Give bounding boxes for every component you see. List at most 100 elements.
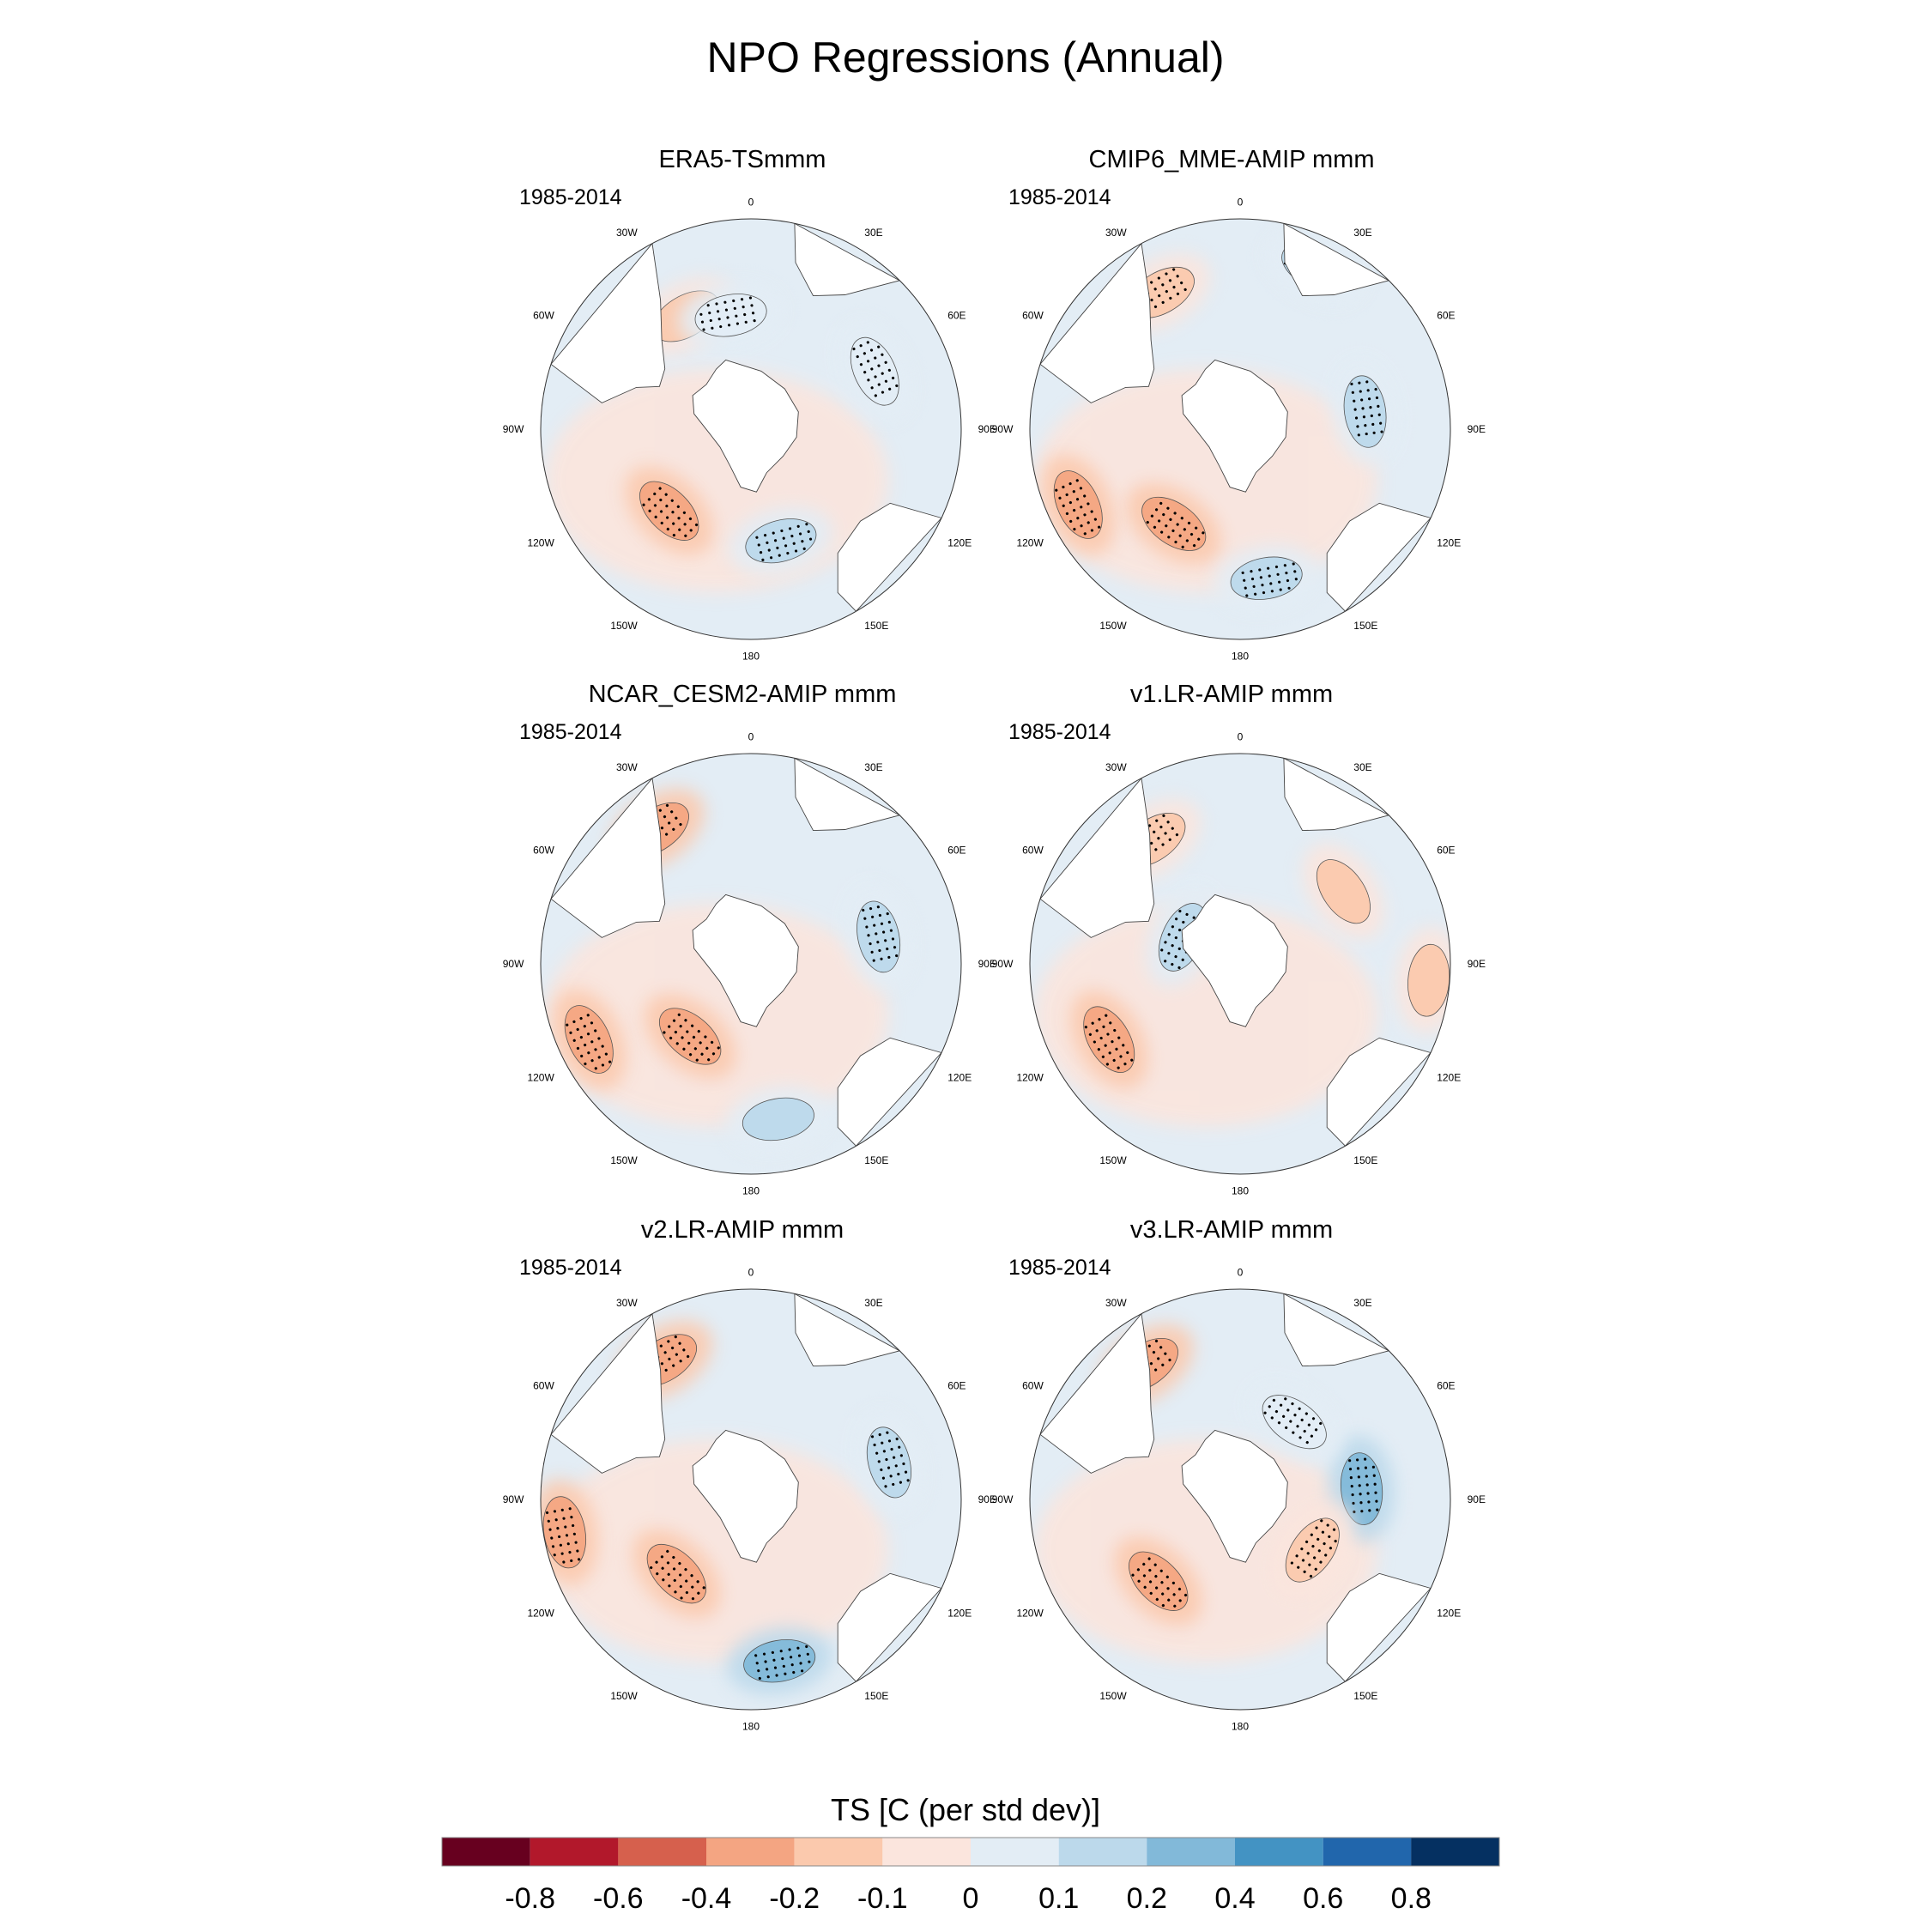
stipple-dot bbox=[732, 299, 735, 303]
longitude-label: 90E bbox=[1468, 423, 1486, 435]
stipple-dot bbox=[1314, 1428, 1318, 1432]
stipple-dot bbox=[790, 1656, 793, 1659]
stipple-dot bbox=[863, 352, 866, 355]
map-boundary bbox=[1029, 1288, 1451, 1711]
longitude-label: 30E bbox=[1353, 227, 1371, 239]
stipple-dot bbox=[579, 1017, 583, 1021]
stipple-dot bbox=[869, 348, 874, 352]
stipple-dot bbox=[587, 1051, 590, 1055]
stipple-dot bbox=[1365, 380, 1369, 384]
stipple-dot bbox=[687, 1354, 690, 1359]
stipple-dot bbox=[751, 312, 755, 315]
stipple-dot bbox=[675, 816, 678, 820]
stipple-dot bbox=[1161, 283, 1165, 287]
contour-line bbox=[659, 1008, 722, 1065]
stipple-dot bbox=[672, 827, 675, 831]
stipple-dot bbox=[1122, 1044, 1125, 1047]
stipple-dot bbox=[601, 1045, 604, 1048]
stipple-dot bbox=[1115, 1047, 1118, 1051]
stipple-dot bbox=[1090, 529, 1094, 532]
stipple-dot bbox=[1183, 288, 1187, 291]
contour-line bbox=[1340, 1452, 1383, 1525]
stipple-dot bbox=[870, 1435, 875, 1438]
stipple-dot bbox=[1155, 819, 1159, 822]
stipple-dot bbox=[1267, 566, 1270, 570]
stipple-dot bbox=[1142, 1574, 1147, 1578]
stipple-dot bbox=[1328, 1535, 1331, 1538]
stipple-dot bbox=[1159, 825, 1163, 829]
anomaly-background bbox=[1034, 1439, 1377, 1662]
stipple-dot bbox=[1153, 525, 1157, 529]
stipple-dot bbox=[705, 1046, 709, 1050]
stipple-dot bbox=[735, 314, 738, 318]
stipple-dot bbox=[886, 948, 889, 951]
stipple-dot bbox=[792, 1670, 796, 1675]
map-boundary bbox=[540, 1288, 962, 1711]
stipple-dot bbox=[1069, 519, 1073, 524]
stipple-dot bbox=[717, 318, 721, 321]
stipple-dot bbox=[873, 1443, 876, 1447]
stipple-dot bbox=[1162, 512, 1165, 517]
contour-line bbox=[743, 1639, 816, 1683]
stipple-dot bbox=[554, 1518, 558, 1522]
stipple-dot bbox=[1164, 941, 1167, 944]
stipple-dot bbox=[1315, 1526, 1318, 1529]
stipple-dot bbox=[1369, 406, 1372, 409]
longitude-label: 90E bbox=[978, 423, 996, 435]
stipple-dot bbox=[1159, 1569, 1163, 1572]
stipple-dot bbox=[668, 1025, 671, 1028]
stipple-dot bbox=[672, 1567, 676, 1571]
anomaly-region bbox=[1344, 375, 1387, 448]
stipple-dot bbox=[1261, 584, 1264, 587]
stipple-dot bbox=[679, 1025, 682, 1028]
stipple-dot bbox=[1329, 1547, 1333, 1550]
stipple-dot bbox=[670, 810, 674, 814]
stipple-dot bbox=[1310, 1434, 1313, 1438]
longitude-label: 60W bbox=[1022, 1380, 1044, 1392]
stipple-dot bbox=[1166, 506, 1170, 510]
stipple-dot bbox=[673, 1578, 676, 1582]
stipple-dot bbox=[889, 929, 893, 932]
stipple-dot bbox=[802, 547, 806, 551]
stipple-dot bbox=[1317, 1537, 1320, 1541]
stipple-dot bbox=[1334, 1539, 1337, 1543]
stipple-dot bbox=[550, 1536, 554, 1540]
stipple-dot bbox=[586, 1014, 590, 1017]
anomaly-region bbox=[745, 518, 816, 563]
stipple-dot bbox=[662, 1578, 665, 1582]
stipple-dot bbox=[800, 1669, 804, 1673]
stipple-dot bbox=[807, 530, 810, 534]
stipple-dot bbox=[647, 498, 651, 501]
stipple-dot bbox=[1058, 496, 1062, 500]
stipple-dot bbox=[766, 1668, 769, 1671]
stipple-dot bbox=[727, 324, 731, 327]
stipple-dot bbox=[1142, 1562, 1146, 1566]
africa-land bbox=[794, 757, 901, 832]
stipple-dot bbox=[887, 1466, 891, 1469]
stipple-dot bbox=[1244, 586, 1247, 590]
colorbar-tick-label: -0.4 bbox=[681, 1882, 732, 1915]
longitude-label: 150E bbox=[1353, 620, 1377, 632]
significance-stipple bbox=[650, 1549, 705, 1601]
stipple-dot bbox=[1157, 519, 1161, 523]
stipple-dot bbox=[753, 319, 756, 323]
stipple-dot bbox=[1177, 947, 1181, 951]
stipple-dot bbox=[1197, 537, 1201, 541]
stipple-dot bbox=[594, 1029, 597, 1033]
stipple-dot bbox=[568, 1550, 572, 1554]
stipple-dot bbox=[687, 1041, 691, 1045]
stipple-dot bbox=[660, 521, 663, 525]
stipple-dot bbox=[1109, 1021, 1112, 1025]
stipple-dot bbox=[664, 493, 668, 496]
stipple-dot bbox=[1062, 485, 1065, 489]
stipple-dot bbox=[1353, 408, 1357, 411]
stipple-dot bbox=[859, 344, 863, 348]
stipple-dot bbox=[1298, 1407, 1301, 1410]
stipple-dot bbox=[1307, 1423, 1311, 1426]
colorbar-segment bbox=[1058, 1838, 1147, 1866]
stipple-dot bbox=[1324, 1553, 1328, 1557]
stipple-dot bbox=[1106, 1033, 1110, 1036]
stipple-dot bbox=[865, 925, 869, 929]
stipple-dot bbox=[1111, 1040, 1114, 1044]
stipple-dot bbox=[890, 1447, 893, 1451]
